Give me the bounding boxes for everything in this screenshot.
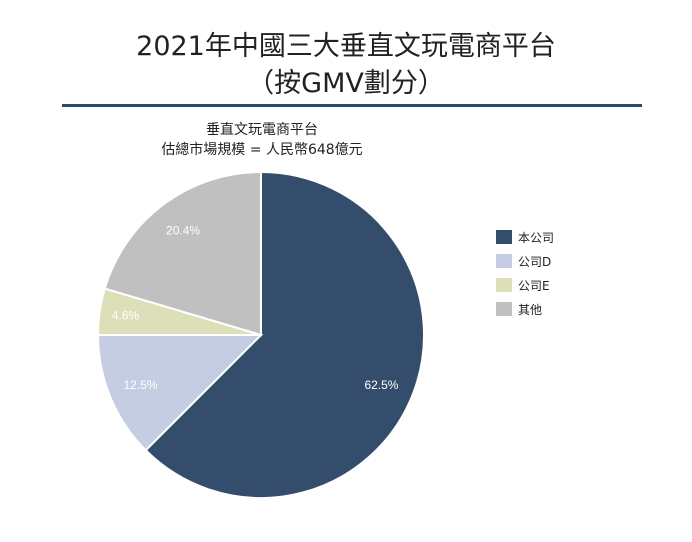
legend-label-3: 其他 (518, 302, 543, 317)
legend-label-1: 公司D (518, 254, 552, 269)
legend-swatch-3 (496, 302, 512, 316)
legend-item-0: 本公司 (496, 228, 554, 246)
legend-label-2: 公司E (518, 278, 550, 293)
legend-label-0: 本公司 (518, 230, 555, 245)
pie-label-1: 12.5% (124, 378, 158, 392)
pie-slice-3 (103, 170, 262, 337)
title-divider (62, 104, 642, 107)
legend-swatch-2 (496, 278, 512, 292)
pie-slice-0 (144, 170, 425, 499)
chart-title-line1: 2021年中國三大垂直文玩電商平台 (136, 31, 556, 62)
chart-subtitle-line1: 垂直文玩電商平台 (206, 122, 318, 138)
legend-item-2: 公司E (496, 276, 554, 294)
legend-item-3: 其他 (496, 300, 554, 318)
legend-swatch-1 (496, 254, 512, 268)
pie-label-0: 62.5% (364, 378, 398, 392)
chart-title-line2: （按GMV劃分） (247, 68, 445, 99)
chart-subtitle-line2: 估總市場規模 = 人民幣648億元 (161, 142, 363, 158)
legend: 本公司公司D 公司E 其他 (496, 228, 554, 324)
legend-item-1: 公司D (496, 252, 554, 270)
pie-slice-1 (96, 334, 264, 452)
pie-label-2: 4.6% (112, 308, 140, 322)
pie-label-3: 20.4% (166, 223, 200, 237)
legend-swatch-0 (496, 230, 512, 244)
